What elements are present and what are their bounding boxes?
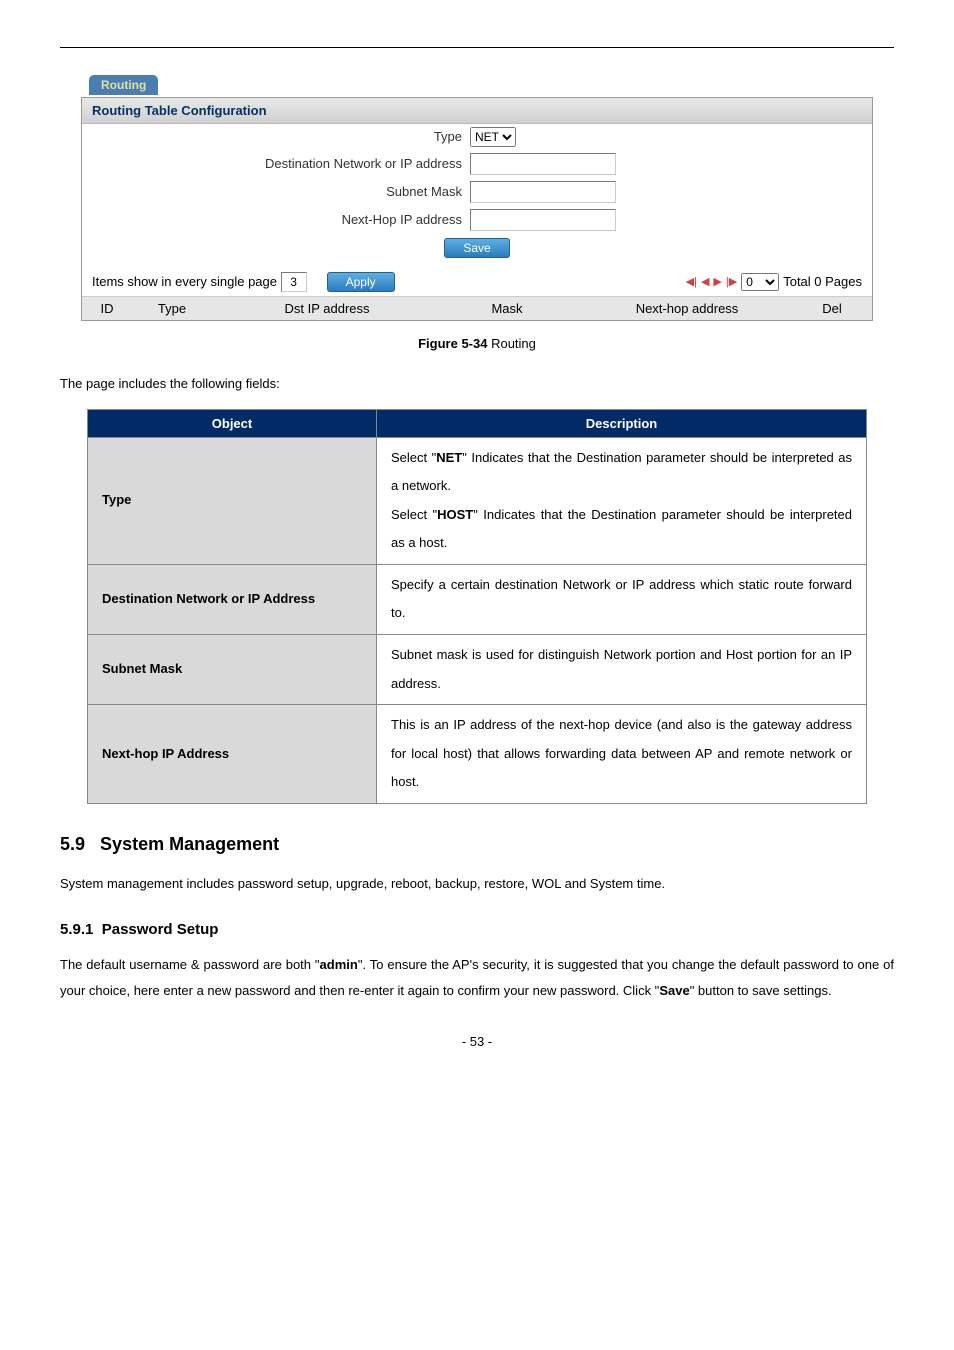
prev-page-icon[interactable]: ◀	[701, 275, 709, 288]
th-mask: Mask	[442, 301, 572, 316]
sub-text-0: The default username & password are both…	[60, 957, 320, 972]
section-title: System Management	[100, 834, 279, 854]
total-pages-text: Total 0 Pages	[783, 274, 862, 289]
first-page-icon[interactable]: ◀|	[686, 275, 697, 288]
th-id: ID	[82, 301, 132, 316]
page-select[interactable]: 0	[741, 273, 779, 291]
subnet-label: Subnet Mask	[82, 184, 468, 199]
row-subnet-val: Subnet mask is used for distinguish Netw…	[377, 635, 867, 705]
tab-routing[interactable]: Routing	[89, 75, 158, 95]
description-table: Object Description Type Select "NET" Ind…	[87, 409, 867, 805]
save-button[interactable]: Save	[444, 238, 509, 258]
subsection-text: The default username & password are both…	[60, 952, 894, 1004]
row-nexthop-val: This is an IP address of the next-hop de…	[377, 705, 867, 804]
dest-label: Destination Network or IP address	[82, 156, 468, 171]
row-dest-val: Specify a certain destination Network or…	[377, 564, 867, 634]
th-description: Description	[377, 409, 867, 437]
table-header-row: ID Type Dst IP address Mask Next-hop add…	[82, 296, 872, 320]
sub-text-save: Save	[659, 983, 689, 998]
figure-title: Routing	[487, 336, 535, 351]
subsection-heading: 5.9.1 Password Setup	[60, 921, 894, 938]
page-number: - 53 -	[60, 1034, 894, 1049]
row-nexthop-key: Next-hop IP Address	[88, 705, 377, 804]
sub-text-admin: admin	[320, 957, 358, 972]
type-label: Type	[82, 129, 468, 144]
routing-panel: Routing Table Configuration Type NET Des…	[81, 97, 873, 321]
figure-caption: Figure 5-34 Routing	[60, 336, 894, 351]
apply-button[interactable]: Apply	[327, 272, 395, 292]
next-page-icon[interactable]: ▶	[713, 275, 721, 288]
row-type-val: Select "NET" Indicates that the Destinat…	[377, 437, 867, 564]
intro-text: The page includes the following fields:	[60, 371, 894, 397]
th-del: Del	[802, 301, 862, 316]
nexthop-label: Next-Hop IP address	[82, 212, 468, 227]
nexthop-input[interactable]	[470, 209, 616, 231]
top-rule	[60, 47, 894, 48]
dest-input[interactable]	[470, 153, 616, 175]
section-heading: 5.9 System Management	[60, 834, 894, 855]
type-select[interactable]: NET	[470, 127, 516, 147]
items-per-page-input[interactable]	[281, 272, 307, 292]
subsection-title: Password Setup	[102, 921, 219, 938]
th-type: Type	[132, 301, 212, 316]
last-page-icon[interactable]: |▶	[726, 275, 737, 288]
figure-number: Figure 5-34	[418, 336, 487, 351]
subnet-input[interactable]	[470, 181, 616, 203]
th-dst: Dst IP address	[212, 301, 442, 316]
subsection-num: 5.9.1	[60, 921, 93, 938]
sub-text-4: " button to save settings.	[690, 983, 832, 998]
row-dest-key: Destination Network or IP Address	[88, 564, 377, 634]
panel-header: Routing Table Configuration	[82, 98, 872, 124]
section-num: 5.9	[60, 834, 85, 854]
items-text: Items show in every single page	[92, 274, 277, 289]
th-object: Object	[88, 409, 377, 437]
th-nexthop: Next-hop address	[572, 301, 802, 316]
row-subnet-key: Subnet Mask	[88, 635, 377, 705]
row-type-key: Type	[88, 437, 377, 564]
section-text: System management includes password setu…	[60, 871, 894, 897]
